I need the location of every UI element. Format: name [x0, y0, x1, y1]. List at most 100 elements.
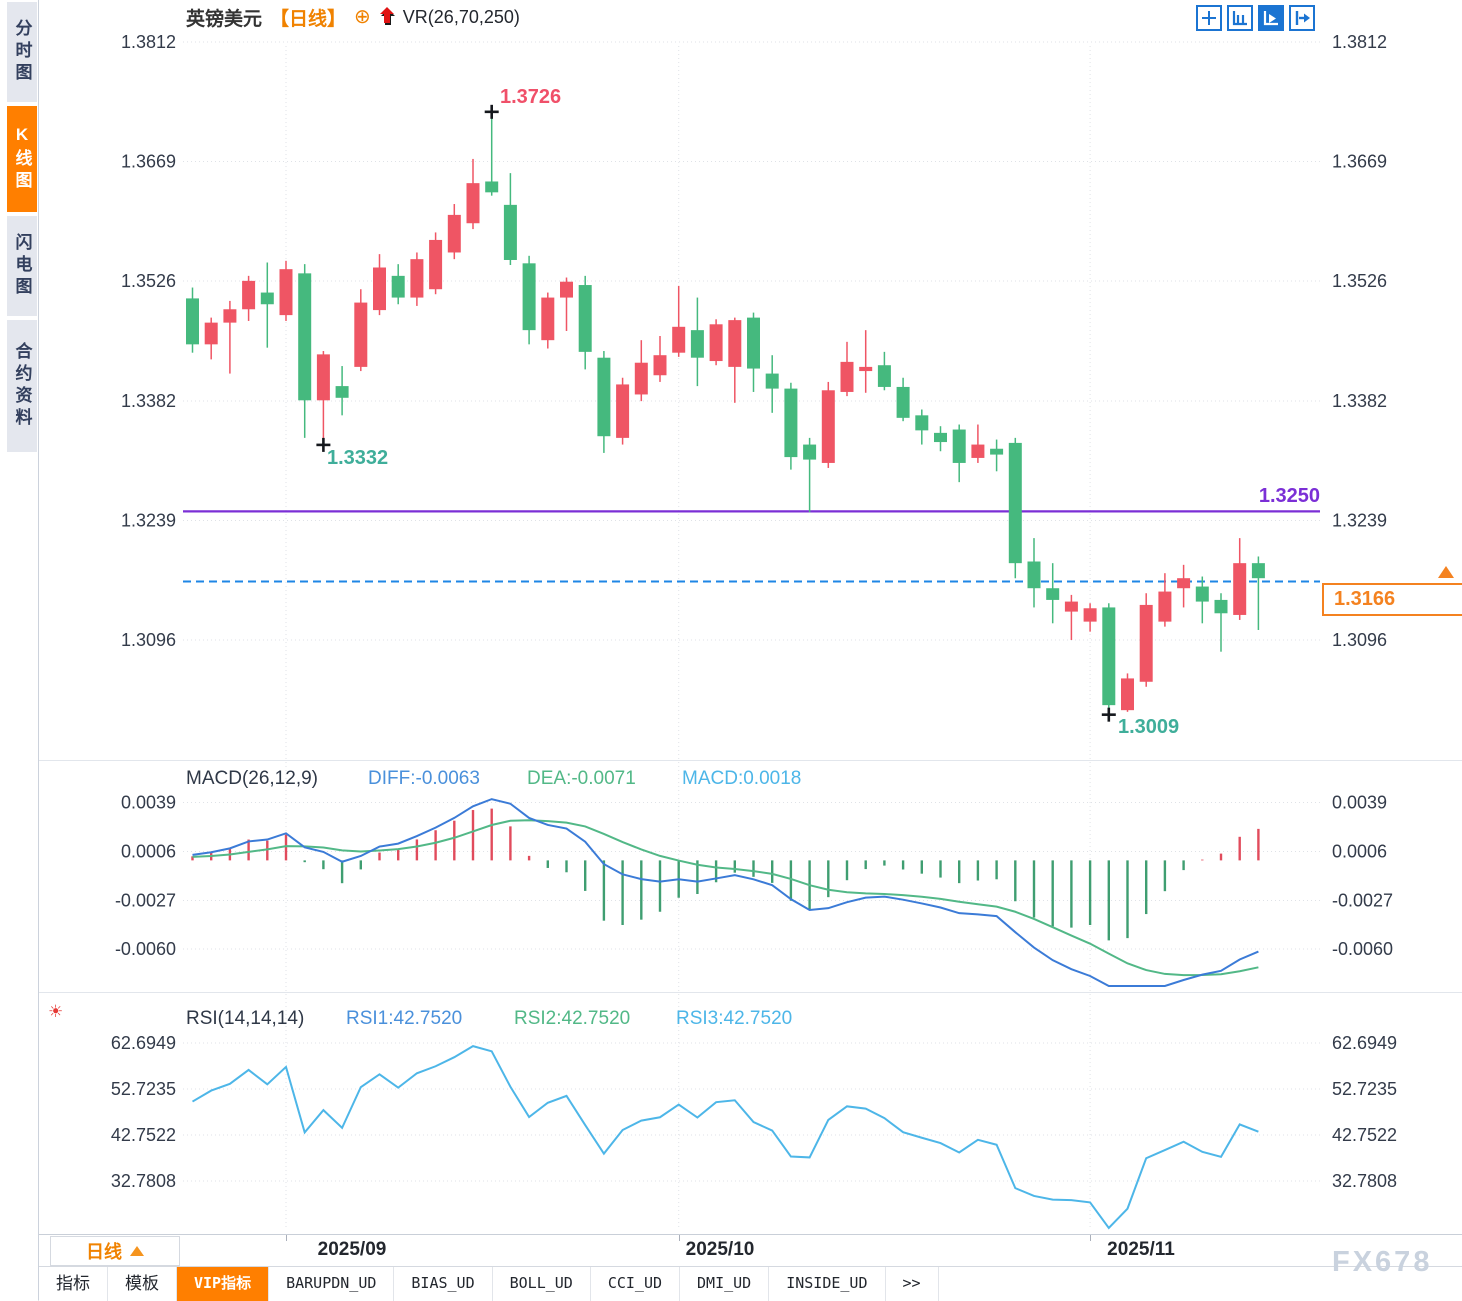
candle — [877, 351, 891, 391]
footer-tab-cci-ud[interactable]: CCI_UD — [591, 1267, 681, 1301]
axis-tick-label: -0.0027 — [1332, 890, 1393, 910]
macd-hist-value: MACD:0.0018 — [682, 768, 802, 789]
candle — [1177, 564, 1191, 608]
candle — [186, 287, 199, 353]
candle — [429, 232, 443, 295]
rsi-marker-icon[interactable]: ☀ — [48, 1002, 64, 1021]
footer-tab-vip指标[interactable]: VIP指标 — [177, 1267, 270, 1301]
footer-tab-inside-ud[interactable]: INSIDE_UD — [769, 1267, 886, 1301]
axis-tick-label: 62.6949 — [1332, 1033, 1397, 1053]
support-line-label: 1.3250 — [1258, 485, 1320, 507]
sidebar-tab-candle-chart[interactable]: K线图 — [7, 106, 37, 212]
candle — [242, 275, 256, 321]
axis-tick-label: 42.7522 — [111, 1125, 176, 1145]
collapse-panel-icon[interactable] — [1289, 5, 1315, 31]
chart-toolbar — [1196, 5, 1315, 31]
candle — [934, 426, 947, 452]
footer-tab-more[interactable]: >> — [886, 1267, 939, 1301]
current-price-pointer-icon — [1438, 566, 1454, 578]
swing-marker-icon — [1101, 707, 1116, 722]
candle — [616, 377, 630, 445]
axis-scale-icon[interactable] — [1227, 5, 1253, 31]
axis-tick-label: 1.3669 — [121, 151, 176, 171]
period-selector-label: 日线 — [86, 1242, 122, 1262]
axis-tick-label: 1.3096 — [1332, 630, 1387, 650]
sidebar-tab-time-chart[interactable]: 分时图 — [7, 2, 37, 102]
swing-marker-icon — [484, 104, 499, 119]
axis-tick-label: 1.3382 — [1332, 391, 1387, 411]
candle — [1121, 673, 1134, 712]
candle — [1064, 594, 1078, 641]
candle — [634, 340, 648, 402]
footer-tab-指标[interactable]: 指标 — [38, 1267, 108, 1301]
axis-tick-label: 1.3526 — [1332, 271, 1387, 291]
sidebar-tab-lightning-chart[interactable]: 闪电图 — [7, 216, 37, 316]
candle — [298, 264, 312, 438]
axis-tick-label: 52.7235 — [111, 1079, 176, 1099]
panel-divider — [38, 992, 1462, 993]
rsi1-value: RSI1:42.7520 — [346, 1008, 463, 1029]
panel-divider — [38, 760, 1462, 761]
pan-crosshair-icon[interactable] — [1196, 5, 1222, 31]
candle — [803, 437, 817, 513]
candle — [859, 330, 873, 393]
swing-low-label: 1.3009 — [1118, 716, 1180, 738]
watermark: FX678 — [1332, 1246, 1433, 1278]
candle — [1251, 556, 1265, 630]
axis-tick-label: 1.3812 — [1332, 32, 1387, 52]
candle — [653, 335, 667, 382]
candle — [709, 319, 723, 366]
candle — [747, 312, 760, 392]
candle — [503, 173, 517, 265]
candle — [1008, 437, 1022, 579]
candle — [354, 289, 368, 372]
candle — [373, 254, 386, 316]
axis-tick-label: 1.3096 — [121, 630, 176, 650]
candle — [391, 264, 405, 305]
axis-autoplay-icon[interactable] — [1258, 5, 1284, 31]
candle — [447, 204, 461, 260]
axis-tick-label: 1.3526 — [121, 271, 176, 291]
candle — [971, 424, 985, 463]
footer-tab-模板[interactable]: 模板 — [108, 1267, 177, 1301]
dea-line — [192, 819, 1259, 977]
crosshair-add-icon[interactable]: ⊕ — [354, 6, 371, 28]
axis-tick-label: 1.3239 — [1332, 511, 1387, 531]
axis-tick-label: 0.0039 — [121, 793, 176, 813]
period-dropdown-arrow-icon — [130, 1246, 144, 1256]
red-up-arrow-icon — [379, 7, 395, 25]
candle — [784, 382, 798, 470]
candle — [821, 381, 835, 468]
candle — [690, 297, 704, 387]
date-tick — [1090, 1235, 1092, 1241]
candle — [578, 275, 592, 370]
candle — [1195, 576, 1209, 624]
candle — [1233, 538, 1247, 620]
swing-high-label: 1.3726 — [500, 86, 562, 108]
price-chart-canvas[interactable]: 1.3812 1.3812 1.3669 1.3669 1.3526 1.3526 1.33… — [0, 0, 1462, 1234]
axis-tick-label: -0.0060 — [115, 939, 176, 959]
footer-tab-barupdn-ud[interactable]: BARUPDN_UD — [269, 1267, 395, 1301]
sidebar-tab-contract-info[interactable]: 合约资料 — [7, 320, 37, 452]
candle — [560, 277, 573, 331]
footer-tab-bias-ud[interactable]: BIAS_UD — [394, 1267, 493, 1301]
footer-tab-dmi-ud[interactable]: DMI_UD — [680, 1267, 770, 1301]
period-selector[interactable]: 日线 — [50, 1236, 180, 1266]
candle — [1214, 593, 1228, 652]
axis-tick-label: 42.7522 — [1332, 1125, 1397, 1145]
candle — [765, 355, 779, 413]
candle — [840, 341, 854, 397]
candle — [1102, 603, 1116, 713]
axis-tick-label: 0.0039 — [1332, 793, 1387, 813]
left-sidebar: 分时图 K线图 闪电图 合约资料 — [0, 0, 39, 1300]
axis-tick-label: 32.7808 — [111, 1171, 176, 1191]
candle — [1027, 538, 1041, 608]
footer-tab-boll-ud[interactable]: BOLL_UD — [493, 1267, 591, 1301]
axis-tick-label: 0.0006 — [121, 842, 176, 862]
indicator-tabs-bar: 指标 模板 VIP指标 BARUPDN_UD BIAS_UD BOLL_UD CCI_UD D… — [38, 1266, 1462, 1301]
date-tick — [286, 1235, 287, 1241]
candle — [410, 252, 424, 306]
candle — [952, 424, 966, 483]
month-label: 2025/09 — [317, 1239, 387, 1260]
candle — [896, 377, 910, 422]
